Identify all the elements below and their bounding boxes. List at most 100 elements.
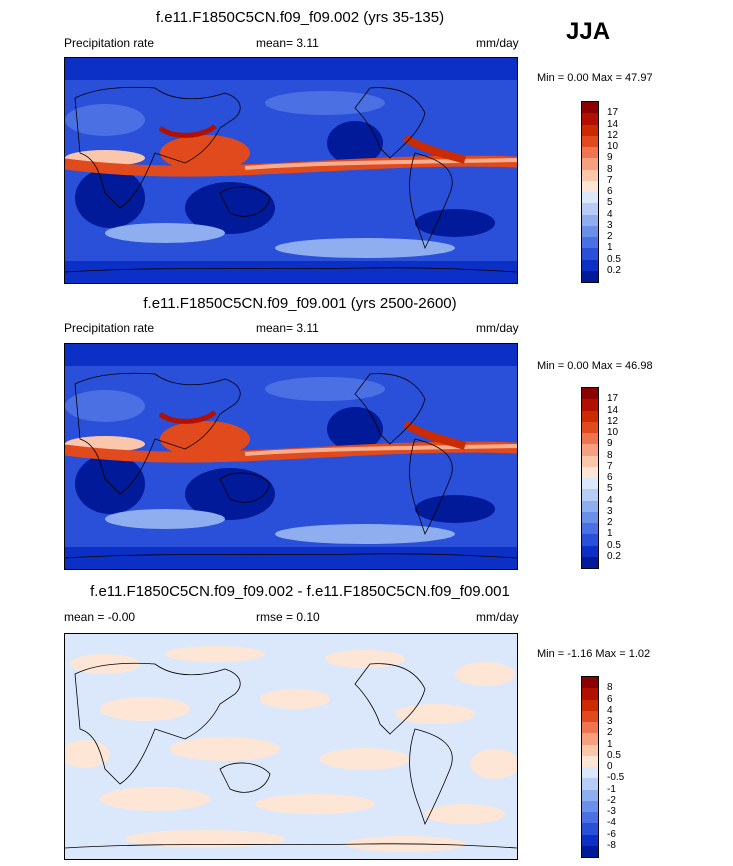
colorbar-tick-label: -0.5 [607,772,625,784]
colorbar-tick-label: -6 [607,828,616,840]
colorbar-segment [582,203,598,215]
colorbar-segment [582,677,598,689]
colorbar-tick-label: 5 [607,197,613,209]
colorbar-segment [582,733,598,745]
colorbar-tick-label: 10 [607,427,619,438]
colorbar-tick-label: 6 [607,693,613,705]
panel-2-map [64,343,518,570]
colorbar-tick-label: 0.5 [607,253,621,265]
colorbar-segment [582,225,598,237]
colorbar-tick-label: 0.5 [607,539,621,551]
panel-3-minmax: Min = -1.16 Max = 1.02 [537,648,651,660]
colorbar-tick-label: 1 [607,738,613,750]
colorbar-segment [582,102,598,114]
colorbar-tick-label: 14 [607,118,619,130]
colorbar-segment [582,124,598,136]
colorbar-tick-label: 12 [607,129,619,141]
colorbar-segment [582,113,598,125]
colorbar-segment [582,388,598,400]
colorbar-tick-label: 12 [607,415,619,427]
colorbar-segment [582,500,598,512]
colorbar-tick-label: 5 [607,483,613,495]
colorbar-segment [582,399,598,411]
colorbar-tick-label: 8 [607,449,613,461]
colorbar-segment [582,433,598,445]
colorbar-segment [582,744,598,756]
panel-3-colorbar [581,676,599,858]
panel-3-rmse-label: rmse = 0.10 [256,610,320,624]
colorbar-tick-label: 0 [607,761,613,772]
panel-3-units-label: mm/day [476,610,519,624]
panel-1-minmax: Min = 0.00 Max = 47.97 [537,72,653,84]
panel-1-units-label: mm/day [476,36,519,50]
colorbar-segment [582,270,598,282]
colorbar-segment [582,823,598,835]
panel-1-colorbar [581,101,599,283]
panel-2-units-label: mm/day [476,321,519,335]
colorbar-segment [582,410,598,422]
colorbar-segment [582,455,598,467]
colorbar-tick-label: 6 [607,472,613,483]
colorbar-tick-label: 3 [607,716,613,727]
colorbar-segment [582,688,598,700]
colorbar-segment [582,710,598,722]
colorbar-tick-label: 17 [607,107,619,119]
colorbar-tick-label: 7 [607,174,613,186]
colorbar-tick-label: 14 [607,404,619,416]
colorbar-segment [582,767,598,779]
colorbar-segment [582,147,598,159]
colorbar-tick-label: 1 [607,242,613,254]
panel-2-minmax: Min = 0.00 Max = 46.98 [537,360,653,372]
colorbar-tick-label: 1 [607,528,613,540]
panel-2-map-svg [65,344,517,569]
panel-2-colorbar [581,387,599,569]
panel-3-mean-label: mean = -0.00 [64,610,136,624]
colorbar-tick-label: 2 [607,231,613,242]
colorbar-segment [582,158,598,170]
colorbar-segment [582,722,598,734]
colorbar-segment [582,421,598,433]
colorbar-segment [582,556,598,568]
colorbar-tick-label: 6 [607,186,613,197]
colorbar-tick-label: -3 [607,806,616,817]
colorbar-tick-label: 0.5 [607,749,621,761]
panel-3-map-svg [65,634,517,859]
colorbar-tick-label: 0.2 [607,550,621,562]
colorbar-tick-label: 9 [607,438,613,450]
panel-2-mean-label: mean= 3.11 [256,321,319,335]
colorbar-segment [582,135,598,147]
colorbar-segment [582,545,598,557]
colorbar-tick-label: -4 [607,817,616,829]
panel-3-title: f.e11.F1850C5CN.f09_f09.002 - f.e11.F185… [90,583,510,600]
colorbar-tick-label: 8 [607,163,613,175]
colorbar-segment [582,169,598,181]
colorbar-segment [582,845,598,857]
colorbar-tick-label: 17 [607,393,619,405]
colorbar-segment [582,192,598,204]
colorbar-tick-label: 10 [607,141,619,152]
colorbar-segment [582,511,598,523]
colorbar-segment [582,466,598,478]
colorbar-tick-label: 4 [607,494,613,506]
colorbar-segment [582,444,598,456]
panel-1-mean-label: mean= 3.11 [256,36,319,50]
colorbar-tick-label: 0.2 [607,264,621,276]
colorbar-tick-label: 2 [607,727,613,739]
colorbar-tick-label: 3 [607,219,613,231]
colorbar-segment [582,248,598,260]
panel-2-title: f.e11.F1850C5CN.f09_f09.001 (yrs 2500-26… [143,295,457,312]
colorbar-segment [582,755,598,767]
colorbar-tick-label: -8 [607,839,616,851]
colorbar-tick-label: 3 [607,505,613,517]
colorbar-segment [582,699,598,711]
colorbar-segment [582,534,598,546]
colorbar-segment [582,478,598,490]
colorbar-segment [582,214,598,226]
colorbar-segment [582,834,598,846]
panel-1-map [64,57,518,284]
colorbar-tick-label: -1 [607,783,616,795]
colorbar-segment [582,789,598,801]
colorbar-tick-label: 8 [607,682,613,694]
colorbar-tick-label: 4 [607,208,613,220]
colorbar-segment [582,180,598,192]
